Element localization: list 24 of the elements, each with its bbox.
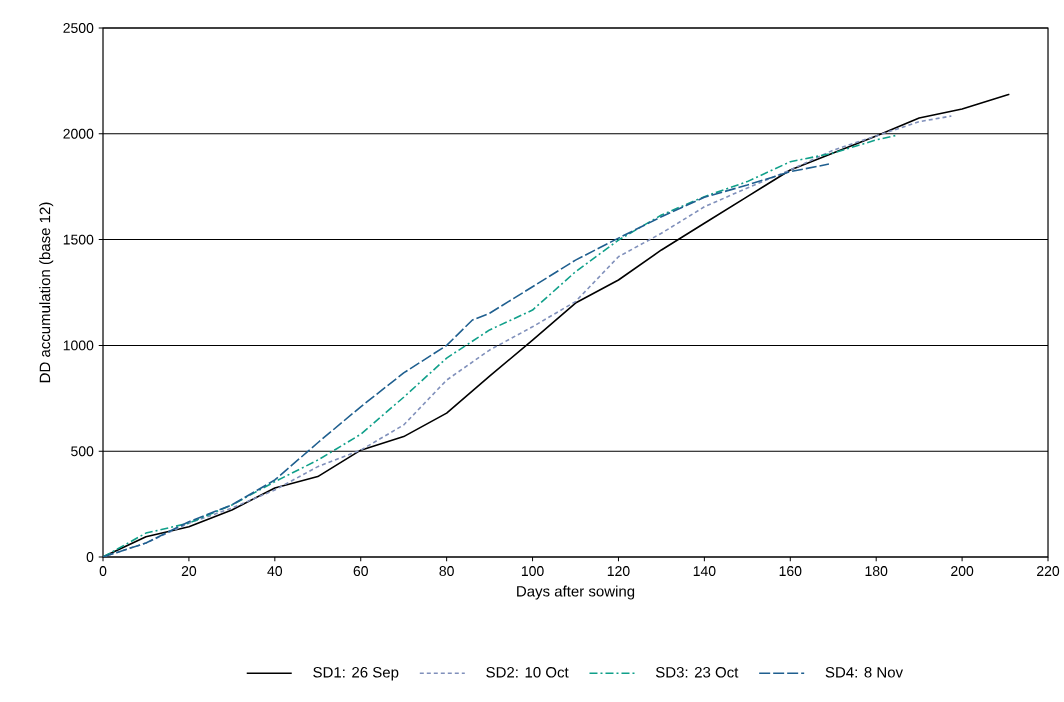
legend-label: SD4: 8 Nov <box>825 667 903 678</box>
x-tick-label: 60 <box>353 566 368 577</box>
legend-label: SD1: 26 Sep <box>313 667 399 681</box>
y-tick-label: 500 <box>71 446 94 457</box>
y-tick-label: 1500 <box>63 234 94 245</box>
legend-label: SD3: 23 Oct <box>655 667 739 678</box>
x-tick-label: 20 <box>181 566 197 577</box>
x-tick-label: 40 <box>267 566 283 577</box>
legend-label: SD2: 10 Oct <box>486 667 569 678</box>
x-axis-title: Days after sowing <box>517 585 635 600</box>
y-axis-title: DD accumulation (base 12) <box>39 202 54 383</box>
x-tick-label: 140 <box>693 566 716 577</box>
x-tick-label: 0 <box>99 566 107 577</box>
x-tick-label: 180 <box>865 566 888 577</box>
y-tick-label: 0 <box>86 552 94 562</box>
x-tick-label: 80 <box>439 566 454 577</box>
x-tick-label: 160 <box>779 566 802 577</box>
y-tick-label: 1000 <box>63 340 94 351</box>
x-tick-label: 100 <box>521 566 544 577</box>
x-tick-label: 120 <box>607 566 630 577</box>
y-tick-label: 2500 <box>63 23 94 33</box>
x-tick-label: 200 <box>951 566 974 577</box>
y-tick-label: 2000 <box>63 128 94 139</box>
x-tick-label: 220 <box>1037 566 1060 577</box>
